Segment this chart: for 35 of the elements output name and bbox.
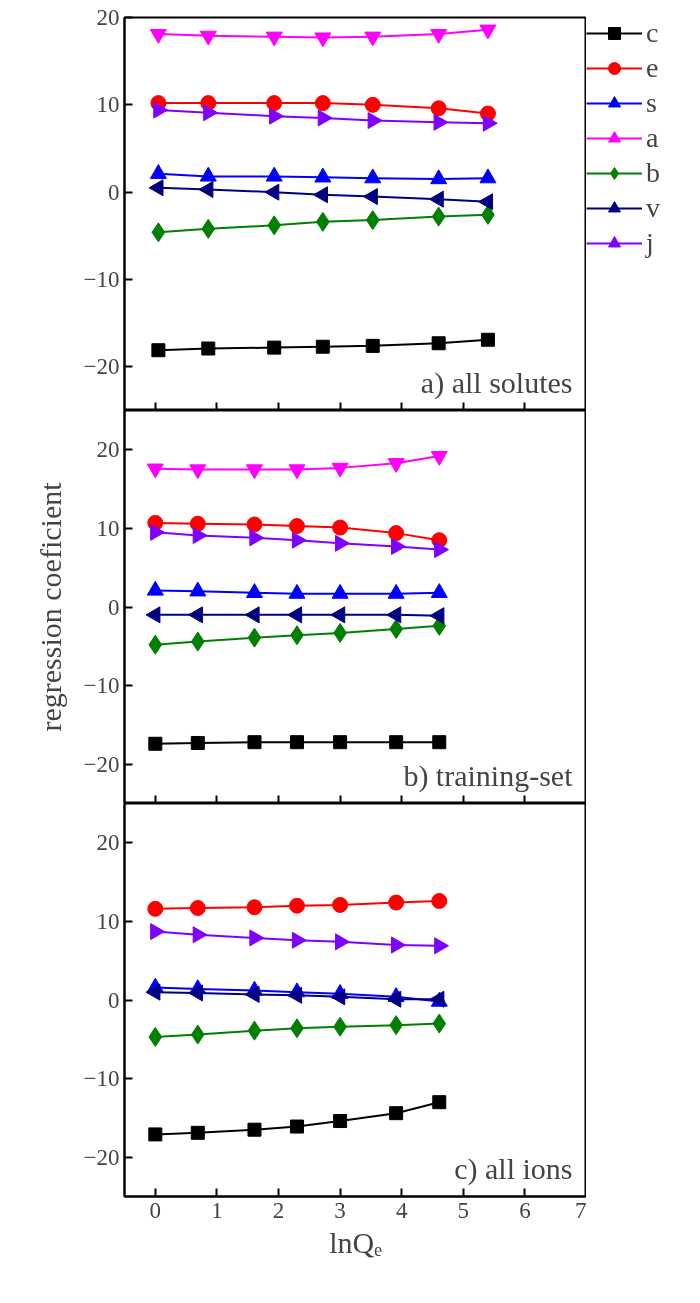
x-tick-label: 6 bbox=[519, 1197, 531, 1223]
y-tick-label: 10 bbox=[96, 92, 120, 118]
x-tick-label: 7 bbox=[575, 1197, 587, 1223]
legend-label: a bbox=[646, 122, 660, 154]
annotation: c) all ions bbox=[454, 1151, 573, 1186]
y-tick-label: −10 bbox=[83, 267, 120, 292]
y-axis-title: regression coeficient bbox=[33, 481, 67, 732]
legend-label: v bbox=[646, 192, 661, 224]
x-tick-label: 5 bbox=[457, 1197, 470, 1223]
legend-label: e bbox=[646, 52, 660, 84]
x-tick-label: 4 bbox=[395, 1197, 408, 1223]
y-tick-label: −10 bbox=[83, 1066, 120, 1092]
y-tick-label: −20 bbox=[83, 751, 120, 777]
y-tick-label: 20 bbox=[96, 5, 120, 30]
y-tick-label: 20 bbox=[96, 437, 120, 463]
legend-label: c bbox=[646, 17, 660, 49]
y-tick-label: −20 bbox=[83, 1144, 120, 1170]
x-tick-label: 3 bbox=[334, 1197, 346, 1223]
x-tick-label: 2 bbox=[272, 1197, 285, 1223]
y-tick-label: 10 bbox=[96, 515, 120, 541]
y-tick-label: 20 bbox=[96, 830, 120, 856]
y-tick-label: −10 bbox=[83, 673, 120, 699]
y-tick-label: 0 bbox=[108, 594, 120, 620]
y-tick-label: 10 bbox=[96, 908, 120, 934]
x-tick-label: 0 bbox=[149, 1197, 162, 1223]
x-tick-label: 1 bbox=[211, 1197, 223, 1223]
x-axis-title: lnQₑ bbox=[329, 1225, 383, 1259]
legend-label: b bbox=[646, 157, 661, 189]
legend-label: j bbox=[646, 227, 655, 259]
y-tick-label: −20 bbox=[83, 354, 120, 380]
y-tick-label: 0 bbox=[108, 179, 120, 205]
legend-label: s bbox=[646, 87, 658, 119]
annotation: a) all solutes bbox=[420, 365, 573, 400]
annotation: b) training-set bbox=[403, 758, 574, 793]
y-tick-label: 0 bbox=[108, 987, 120, 1013]
